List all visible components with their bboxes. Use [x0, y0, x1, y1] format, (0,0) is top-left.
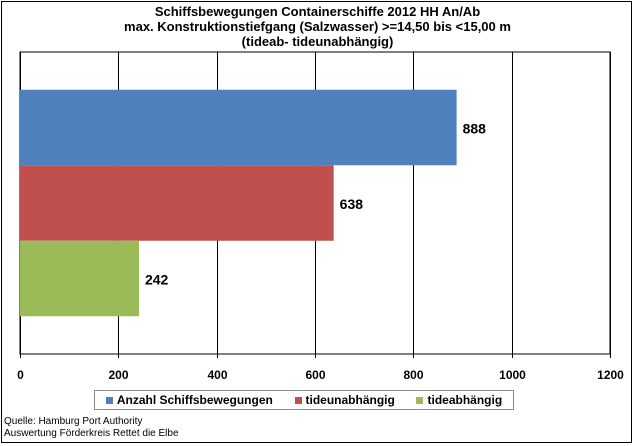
data-label-0: 888	[463, 121, 487, 137]
data-label-1: 638	[340, 196, 364, 212]
legend-label-tideunabhaengig: tideunabhängig	[305, 393, 395, 407]
x-tick-label: 1000	[499, 368, 526, 382]
legend-swatch-tideabhaengig	[416, 396, 424, 404]
chart-title-line-2: max. Konstruktionstiefgang (Salzwasser) …	[124, 19, 511, 34]
x-tick-label: 1200	[597, 368, 624, 382]
x-tick-label: 400	[207, 368, 227, 382]
chart-legend: Anzahl Schiffsbewegungen tideunabhängig …	[94, 390, 514, 410]
chart-title: Schiffsbewegungen Containerschiffe 2012 …	[0, 4, 635, 49]
legend-swatch-anzahl	[105, 396, 113, 404]
x-tick-label: 800	[403, 368, 423, 382]
chart-title-line-3: (tideab- tideunabhängig)	[241, 34, 394, 49]
legend-swatch-tideunabhaengig	[294, 396, 302, 404]
data-label-2: 242	[145, 272, 169, 288]
legend-item-tideunabhaengig: tideunabhängig	[294, 393, 395, 407]
bar-2	[20, 240, 139, 317]
x-tick-label: 0	[17, 368, 24, 382]
legend-item-tideabhaengig: tideabhängig	[416, 393, 502, 407]
legend-item-anzahl: Anzahl Schiffsbewegungen	[105, 393, 273, 407]
x-tick-label: 600	[305, 368, 325, 382]
legend-label-anzahl: Anzahl Schiffsbewegungen	[116, 393, 273, 407]
source-note: Quelle: Hamburg Port Authority Auswertun…	[4, 416, 179, 440]
bar-1	[20, 165, 334, 241]
legend-label-tideabhaengig: tideabhängig	[427, 393, 503, 407]
x-tick-label: 200	[108, 368, 128, 382]
source-line-1: Quelle: Hamburg Port Authority	[4, 416, 143, 427]
source-line-2: Auswertung Förderkreis Rettet die Elbe	[4, 428, 179, 439]
bar-0	[20, 89, 457, 166]
chart-title-line-1: Schiffsbewegungen Containerschiffe 2012 …	[154, 4, 481, 19]
